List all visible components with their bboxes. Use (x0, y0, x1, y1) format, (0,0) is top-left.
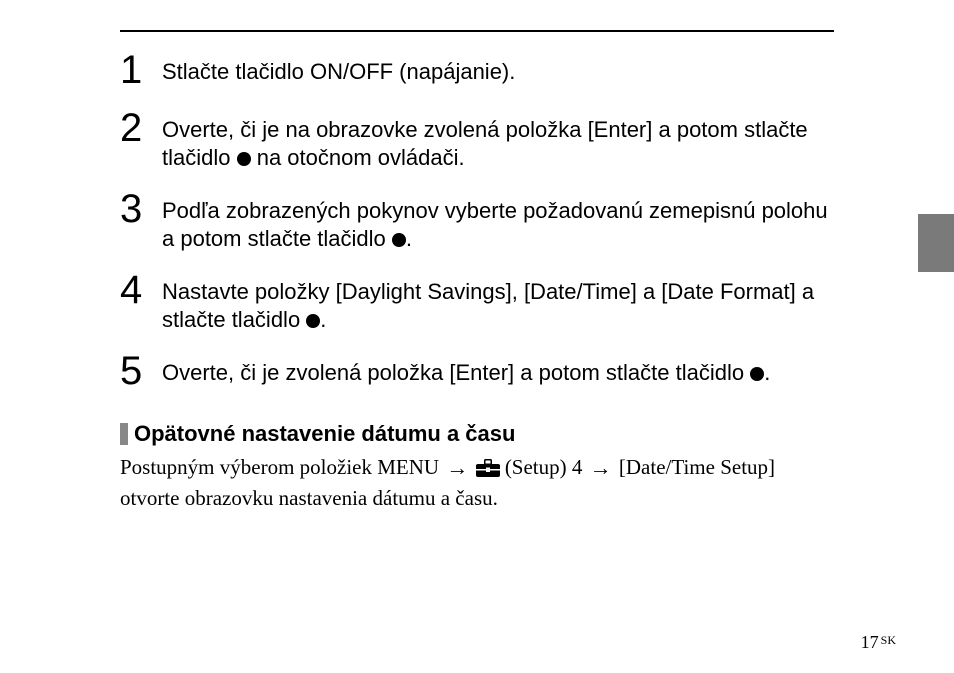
step-number: 2 (120, 108, 154, 148)
body-paragraph: Postupným výberom položiek MENU → (Setup… (120, 453, 834, 513)
step-item: 3Podľa zobrazených pokynov vyberte požad… (120, 189, 834, 252)
side-tab (918, 214, 954, 272)
setup-toolbox-icon (476, 456, 500, 484)
step-number: 5 (120, 351, 154, 391)
step-text: Stlačte tlačidlo ON/OFF (napájanie). (162, 50, 515, 86)
center-button-icon (392, 233, 406, 247)
step-item: 2Overte, či je na obrazovke zvolená polo… (120, 108, 834, 171)
page-number: 17SK (861, 632, 896, 653)
step-item: 1Stlačte tlačidlo ON/OFF (napájanie). (120, 50, 834, 90)
step-text: Overte, či je zvolená položka [Enter] a … (162, 351, 770, 387)
step-text: Overte, či je na obrazovke zvolená polož… (162, 108, 834, 171)
arrow-right-icon: → (588, 453, 614, 483)
center-button-icon (750, 367, 764, 381)
step-number: 1 (120, 50, 154, 90)
top-rule (120, 30, 834, 32)
step-number: 4 (120, 270, 154, 310)
arrow-right-icon: → (444, 453, 470, 483)
page-number-value: 17 (861, 632, 879, 652)
center-button-icon (306, 314, 320, 328)
page-number-suffix: SK (879, 633, 896, 647)
step-number: 3 (120, 189, 154, 229)
subheading-bullet (120, 423, 128, 445)
center-button-icon (237, 152, 251, 166)
step-text: Nastavte položky [Daylight Savings], [Da… (162, 270, 834, 333)
subheading-text: Opätovné nastavenie dátumu a času (134, 421, 515, 447)
step-text: Podľa zobrazených pokynov vyberte požado… (162, 189, 834, 252)
step-item: 4Nastavte položky [Daylight Savings], [D… (120, 270, 834, 333)
subheading-row: Opätovné nastavenie dátumu a času (120, 421, 834, 447)
step-item: 5Overte, či je zvolená položka [Enter] a… (120, 351, 834, 391)
page-container: 1Stlačte tlačidlo ON/OFF (napájanie).2Ov… (0, 0, 954, 673)
steps-list: 1Stlačte tlačidlo ON/OFF (napájanie).2Ov… (120, 50, 834, 391)
